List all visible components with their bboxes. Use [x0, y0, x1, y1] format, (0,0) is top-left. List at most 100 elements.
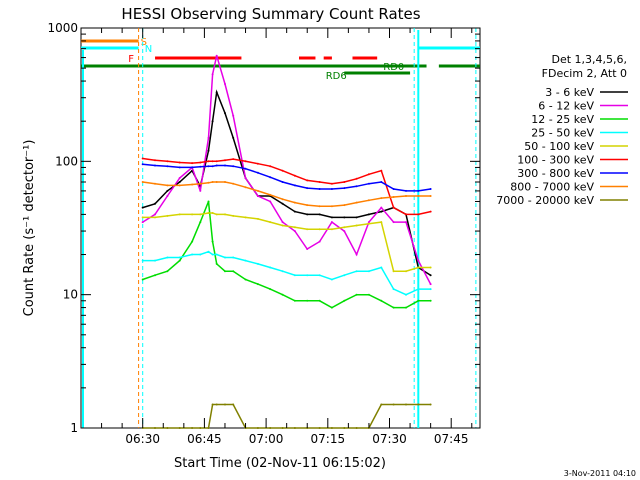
series-7-point: [355, 201, 358, 204]
series-3-point: [244, 259, 247, 262]
series-6-point: [367, 182, 370, 185]
y-axis: 1 10 100 1000: [47, 21, 480, 435]
series-5-point: [380, 169, 383, 172]
series-5-point: [293, 174, 296, 177]
series-8-point: [355, 427, 358, 429]
series-5-point: [429, 210, 432, 213]
x-tick-label: 07:00: [249, 432, 284, 446]
series-1-point: [154, 213, 156, 216]
series-8-point: [318, 427, 321, 429]
series-layer: [141, 54, 432, 429]
series-6-point: [224, 164, 226, 167]
y-tick-label: 1: [70, 421, 78, 435]
series-6-point: [191, 166, 194, 169]
series-2-point: [215, 262, 218, 265]
series-5-point: [355, 177, 358, 180]
series-3-point: [281, 270, 284, 273]
series-3-point: [215, 253, 218, 256]
series-7-point: [207, 181, 210, 184]
series-8-point: [380, 403, 383, 406]
series-2-point: [281, 293, 284, 296]
series-3-point: [330, 278, 333, 281]
series-1-point: [141, 221, 144, 224]
series-3-point: [269, 266, 272, 269]
series-8-point: [281, 427, 284, 429]
series-7-point: [224, 181, 226, 183]
legend-item-label: 6 - 12 keV: [538, 100, 594, 113]
legend-title-line-2: FDecim 2, Att 0: [542, 67, 627, 80]
series-3-point: [224, 256, 226, 259]
series-0-point: [224, 112, 226, 115]
series-3-point: [256, 262, 259, 265]
series-5-point: [244, 160, 247, 163]
series-8-point: [269, 427, 272, 429]
series-5-point: [318, 181, 321, 183]
series-5-point: [215, 160, 218, 163]
series-4-point: [191, 213, 194, 216]
series-6-point: [207, 165, 210, 168]
series-2-point: [380, 299, 383, 302]
y-tick-label: 10: [63, 288, 78, 302]
series-6-point: [355, 185, 358, 188]
series-8-point: [392, 403, 395, 406]
series-0-point: [178, 181, 181, 183]
series-1-point: [306, 248, 309, 250]
series-3-point: [207, 250, 210, 253]
series-1-point: [343, 230, 346, 233]
series-0-point: [281, 202, 284, 205]
series-3-point: [417, 288, 420, 291]
series-4-point: [343, 226, 346, 229]
series-4-point: [178, 213, 181, 216]
series-2-point: [154, 274, 156, 277]
series-8-point: [417, 403, 420, 406]
series-7-point: [330, 205, 333, 208]
series-2-point: [256, 283, 259, 286]
series-4-point: [306, 228, 309, 231]
series-3-point: [405, 293, 407, 296]
series-8-point: [343, 427, 346, 429]
series-3-point: [355, 270, 358, 273]
series-4-point: [199, 213, 202, 216]
series-4-point: [215, 213, 218, 216]
series-8-point: [232, 403, 235, 406]
series-0-point: [306, 213, 309, 216]
series-6-point: [417, 189, 420, 192]
series-2-point: [417, 299, 420, 302]
series-7-point: [367, 199, 370, 202]
x-tick-label: 06:45: [187, 432, 222, 446]
series-1-point: [429, 283, 432, 286]
series-0-point: [215, 91, 218, 94]
series-5-point: [232, 158, 235, 161]
series-4-point: [355, 224, 358, 227]
series-4-point: [207, 212, 210, 214]
series-7-point: [215, 181, 218, 183]
series-6-point: [405, 189, 407, 192]
series-3-point: [343, 274, 346, 277]
series-6-point: [154, 164, 156, 167]
series-8-point: [154, 427, 156, 429]
series-6-point: [318, 188, 321, 190]
series-2-point: [199, 221, 202, 224]
series-4-point: [330, 228, 333, 231]
series-2-point: [191, 240, 194, 243]
series-7-point: [281, 198, 284, 201]
series-0-point: [355, 216, 358, 219]
series-2-point: [429, 299, 432, 302]
series-7-point: [166, 184, 169, 187]
series-0-point: [154, 202, 156, 205]
series-4-point: [269, 221, 272, 224]
series-3-point: [293, 274, 296, 277]
series-8-point: [211, 403, 214, 406]
series-8-point: [429, 403, 432, 406]
series-5-point: [367, 173, 370, 176]
series-1-point: [318, 240, 321, 243]
series-0-point: [318, 213, 321, 216]
series-2-point: [306, 299, 309, 302]
legend-item-label: 25 - 50 keV: [531, 127, 594, 140]
series-6-point: [380, 181, 383, 183]
x-tick-label: 07:30: [372, 432, 407, 446]
x-tick-label: 07:15: [311, 432, 346, 446]
series-3-point: [306, 274, 309, 277]
footer-date: 3-Nov-2011 04:10: [564, 469, 636, 478]
series-0-point: [207, 149, 210, 152]
